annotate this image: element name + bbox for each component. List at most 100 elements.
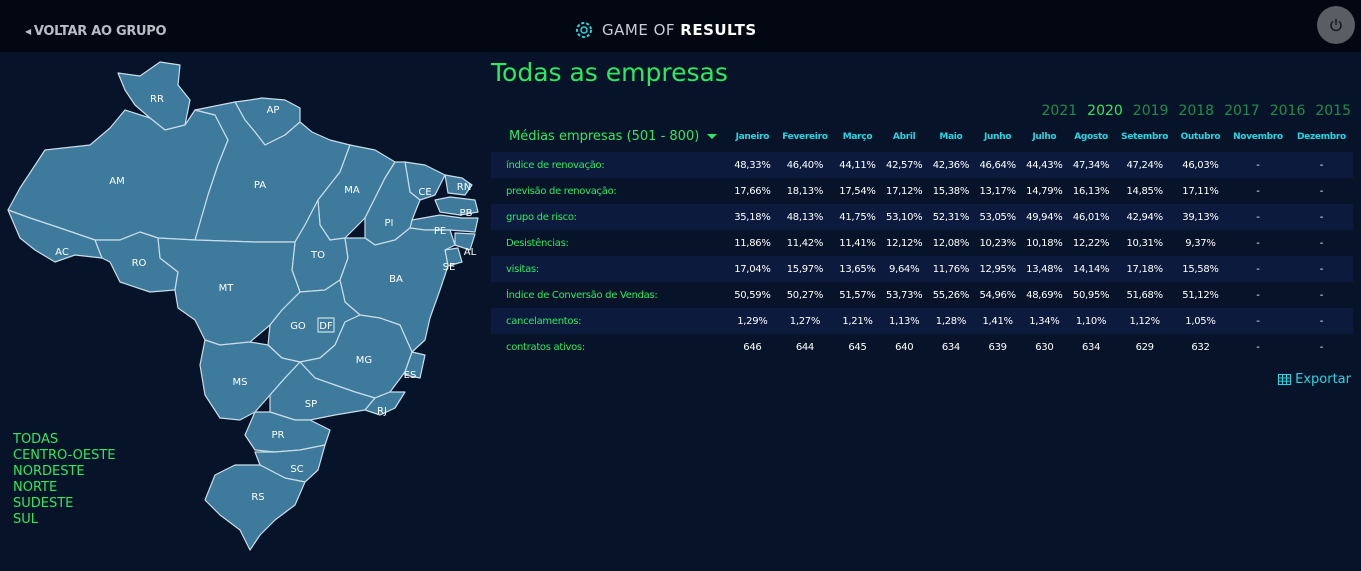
map-label: AC	[55, 247, 69, 258]
state-rs[interactable]	[204, 464, 306, 551]
table-cell: 49,94%	[1020, 204, 1068, 230]
table-cell: 9,37%	[1174, 230, 1226, 256]
table-cell: 42,57%	[880, 152, 928, 178]
year-2020[interactable]: 2020	[1087, 103, 1123, 119]
table-cell: 632	[1174, 334, 1226, 360]
table-row: previsão de renovação: 17,66% 18,13% 17,54%…	[491, 178, 1353, 204]
month-header: Julho	[1032, 132, 1057, 142]
region-sul[interactable]: SUL	[13, 512, 39, 527]
region-todas[interactable]: TODAS	[13, 432, 59, 447]
table-cell: 53,73%	[880, 282, 928, 308]
table-cell: 645	[834, 334, 881, 360]
table-cell: 12,08%	[927, 230, 975, 256]
table-cell: 48,13%	[775, 204, 835, 230]
map-label: MS	[233, 377, 248, 388]
row-label: previsão de renovação:	[491, 178, 729, 204]
table-cell: 1,41%	[974, 308, 1021, 334]
table-cell: 14,14%	[1067, 256, 1115, 282]
table-cell: 12,95%	[974, 256, 1021, 282]
region-sudeste[interactable]: SUDESTE	[13, 496, 74, 511]
page-title: Todas as empresas	[491, 58, 728, 87]
map-label: CE	[418, 187, 431, 198]
table-cell: 644	[775, 334, 835, 360]
state-ac[interactable]	[7, 209, 103, 263]
table-cell: 1,29%	[729, 308, 776, 334]
table-row: visitas: 17,04% 15,97% 13,65% 9,64% 11,76% 12,…	[491, 256, 1353, 282]
map-label: AM	[109, 176, 124, 187]
state-rj[interactable]	[364, 391, 406, 416]
table-cell: 46,40%	[775, 152, 835, 178]
region-norte[interactable]: NORTE	[13, 480, 58, 495]
state-ma[interactable]	[317, 144, 396, 241]
table-cell: 12,12%	[880, 230, 928, 256]
map-label: SP	[305, 399, 317, 410]
table-cell: 42,36%	[927, 152, 975, 178]
year-2019[interactable]: 2019	[1132, 103, 1169, 119]
table-cell: -	[1225, 308, 1290, 334]
metrics-table: Janeiro Fevereiro Março Abril Maio Junho…	[491, 126, 1353, 360]
table-cell: 12,22%	[1067, 230, 1115, 256]
row-label: cancelamentos:	[491, 308, 729, 334]
state-df[interactable]	[317, 317, 335, 333]
table-cell: 17,54%	[834, 178, 881, 204]
caret-left-icon: ◀	[25, 27, 31, 36]
map-label: TO	[310, 250, 325, 261]
table-cell: 15,38%	[927, 178, 975, 204]
state-pb[interactable]	[434, 196, 479, 216]
table-cell: 634	[927, 334, 975, 360]
row-label: índice de renovação:	[491, 152, 729, 178]
table-cell: 1,12%	[1114, 308, 1175, 334]
month-header: Setembro	[1121, 132, 1169, 142]
year-2021[interactable]: 2021	[1041, 103, 1078, 119]
table-cell: 1,34%	[1020, 308, 1068, 334]
company-size-dropdown[interactable]: Médias empresas (501 - 800)	[509, 129, 719, 144]
month-header: Março	[842, 132, 873, 142]
year-2015[interactable]: 2015	[1315, 103, 1351, 119]
table-cell: -	[1225, 230, 1290, 256]
state-rr[interactable]	[117, 61, 191, 131]
logo: GAME OF RESULTS	[574, 20, 757, 40]
export-label: Exportar	[1295, 372, 1351, 387]
row-label: grupo de risco:	[491, 204, 729, 230]
table-cell: 53,05%	[974, 204, 1021, 230]
state-rn[interactable]	[444, 174, 473, 196]
table-cell: 42,94%	[1114, 204, 1175, 230]
table-cell: 13,65%	[834, 256, 881, 282]
state-am[interactable]	[7, 109, 229, 241]
map-label: RN	[457, 182, 471, 193]
map-label: RO	[132, 258, 147, 269]
table-cell: 47,34%	[1067, 152, 1115, 178]
table-cell: 50,27%	[775, 282, 835, 308]
table-row: grupo de risco: 35,18% 48,13% 41,75% 53,10% 5…	[491, 204, 1353, 230]
region-centro-oeste[interactable]: CENTRO-OESTE	[13, 448, 116, 463]
state-al[interactable]	[454, 232, 476, 251]
table-cell: 46,01%	[1067, 204, 1115, 230]
table-cell: 10,23%	[974, 230, 1021, 256]
table-cell: 1,13%	[880, 308, 928, 334]
table-cell: 48,69%	[1020, 282, 1068, 308]
year-2018[interactable]: 2018	[1178, 103, 1215, 119]
table-cell: 17,66%	[729, 178, 776, 204]
row-label: Índice de Conversão de Vendas:	[491, 282, 729, 308]
table-cell: 17,12%	[880, 178, 928, 204]
map-label: AP	[267, 105, 280, 116]
year-2016[interactable]: 2016	[1269, 103, 1306, 119]
table-row: contratos ativos: 646 644 645 640 634 639 630 63…	[491, 334, 1353, 360]
table-row: índice de renovação: 48,33% 46,40% 44,11% 42…	[491, 152, 1353, 178]
map-label: MA	[344, 185, 360, 196]
region-nordeste[interactable]: NORDESTE	[13, 464, 85, 479]
table-cell: -	[1225, 178, 1290, 204]
power-button[interactable]	[1317, 6, 1355, 44]
table-cell: -	[1289, 282, 1353, 308]
table-cell: 646	[729, 334, 776, 360]
table-cell: 14,79%	[1020, 178, 1068, 204]
export-button[interactable]: Exportar	[1278, 372, 1351, 387]
back-to-group-link[interactable]: ◀ VOLTAR AO GRUPO	[25, 24, 167, 39]
table-cell: 9,64%	[880, 256, 928, 282]
table-cell: 18,13%	[775, 178, 835, 204]
state-es[interactable]	[404, 351, 426, 379]
year-2017[interactable]: 2017	[1224, 103, 1260, 119]
map-label: MG	[356, 355, 372, 366]
month-header: Outubro	[1180, 132, 1221, 142]
back-label: VOLTAR AO GRUPO	[33, 24, 167, 39]
